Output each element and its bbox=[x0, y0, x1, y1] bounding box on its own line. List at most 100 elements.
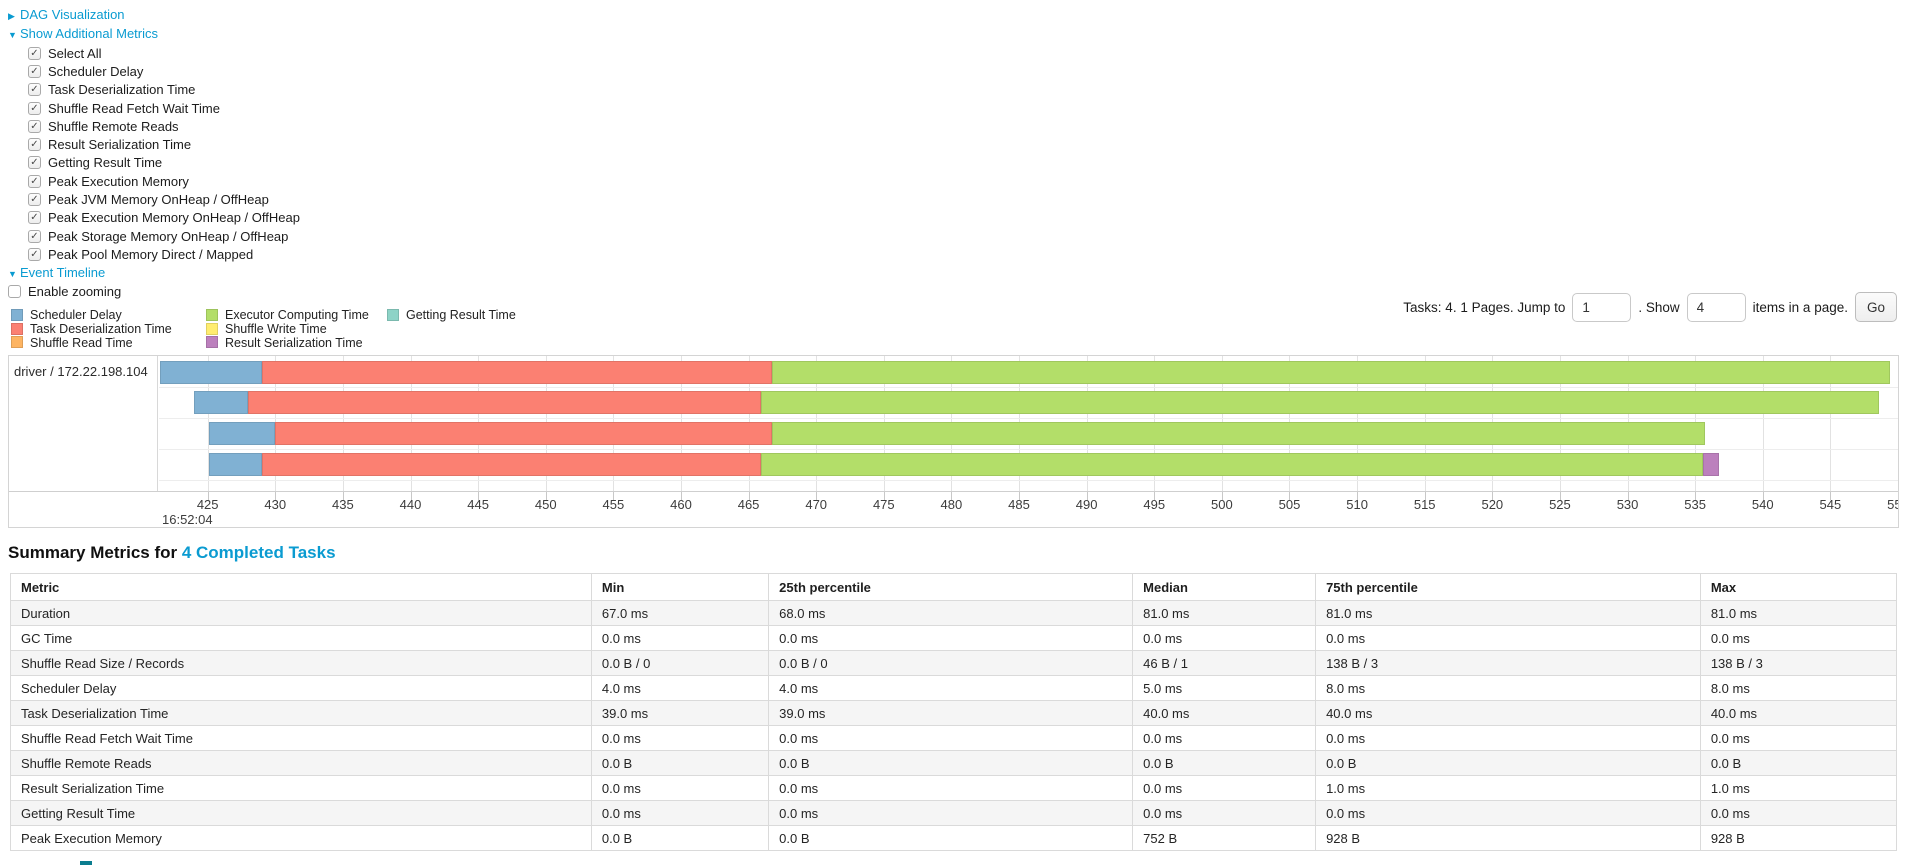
metric-checkbox-label: Peak Execution Memory bbox=[48, 173, 189, 189]
metric-checkbox-peak-execution-memory[interactable]: ✓ bbox=[28, 174, 41, 188]
metric-value-cell: 0.0 ms bbox=[590, 800, 770, 826]
metric-checkbox-task-deserialization-time[interactable]: ✓ bbox=[28, 83, 41, 97]
metric-checkbox-label: Shuffle Remote Reads bbox=[48, 118, 179, 134]
completed-tasks-link[interactable]: 4 Completed Tasks bbox=[181, 543, 336, 562]
legend-column: Scheduler Delay Task Deserialization Time… bbox=[11, 307, 206, 350]
metric-value-cell: 0.0 B bbox=[768, 750, 1134, 776]
table-row: Result Serialization Time 0.0 ms 0.0 ms 0.0… bbox=[10, 775, 1898, 801]
legend-swatch-icon bbox=[206, 322, 218, 335]
metric-value-cell: 81.0 ms bbox=[1699, 600, 1898, 626]
metric-name-cell: Shuffle Read Fetch Wait Time bbox=[10, 725, 592, 751]
timeline-label-column: driver / 172.22.198.104 bbox=[9, 356, 158, 491]
metric-checkbox-label: Peak Pool Memory Direct / Mapped bbox=[48, 246, 254, 262]
task-bar-task-deserialization[interactable] bbox=[275, 422, 772, 445]
show-additional-metrics-link[interactable]: ▼ Show Additional Metrics bbox=[8, 25, 300, 44]
axis-tick-label: 510 bbox=[1346, 497, 1368, 512]
legend-swatch-icon bbox=[206, 308, 218, 321]
axis-tick-label: 535 bbox=[1684, 497, 1707, 512]
metric-name-cell: Duration bbox=[10, 600, 592, 626]
metric-checkbox-peak-storage-memory-onheap-offheap[interactable]: ✓ bbox=[28, 229, 41, 243]
summary-metrics-table: Metric Min 25th percentile Median 75th perce… bbox=[10, 573, 1898, 851]
axis-tick-mark bbox=[1559, 492, 1561, 500]
metric-checkbox-shuffle-read-fetch-wait-time[interactable]: ✓ bbox=[28, 101, 41, 115]
task-bar-executor-computing[interactable] bbox=[771, 361, 1890, 384]
legend-item: Result Serialization Time bbox=[206, 336, 387, 350]
metric-value-cell: 928 B bbox=[1315, 825, 1701, 851]
task-bar-result-serialization[interactable] bbox=[1703, 453, 1720, 476]
legend-label: Task Deserialization Time bbox=[30, 321, 172, 336]
task-bar-scheduler-delay[interactable] bbox=[209, 422, 276, 445]
metric-name-cell: Task Deserialization Time bbox=[10, 700, 592, 726]
task-bar-task-deserialization[interactable] bbox=[261, 453, 761, 476]
metric-checkbox-row: ✓ Peak Storage Memory OnHeap / OffHeap bbox=[28, 227, 300, 245]
column-header-median: Median bbox=[1132, 573, 1317, 601]
axis-tick-mark bbox=[1627, 492, 1629, 500]
enable-zooming-checkbox[interactable] bbox=[8, 285, 21, 299]
metric-value-cell: 0.0 B bbox=[1132, 750, 1317, 776]
metric-checkbox-peak-execution-memory-onheap-offheap[interactable]: ✓ bbox=[28, 211, 41, 225]
event-timeline-label: Event Timeline bbox=[20, 264, 106, 280]
axis-tick-mark bbox=[951, 492, 953, 500]
task-bar-executor-computing[interactable] bbox=[760, 391, 1880, 414]
legend-label: Scheduler Delay bbox=[30, 307, 122, 322]
jump-to-page-input[interactable] bbox=[1572, 292, 1632, 322]
metric-checkbox-scheduler-delay[interactable]: ✓ bbox=[28, 64, 41, 78]
metric-checkbox-peak-jvm-memory-onheap-offheap[interactable]: ✓ bbox=[28, 193, 41, 207]
legend-label: Executor Computing Time bbox=[225, 307, 369, 322]
task-bar-task-deserialization[interactable] bbox=[248, 391, 761, 414]
table-row: GC Time 0.0 ms 0.0 ms 0.0 ms 0.0 ms 0.0 ms bbox=[10, 625, 1898, 651]
axis-tick-mark bbox=[207, 492, 209, 500]
task-bar-task-deserialization[interactable] bbox=[261, 361, 772, 384]
axis-tick-label: 440 bbox=[399, 497, 422, 512]
legend-item: Task Deserialization Time bbox=[11, 322, 206, 336]
axis-tick-label: 480 bbox=[940, 497, 963, 512]
axis-tick-label: 485 bbox=[1008, 497, 1030, 512]
task-bar-scheduler-delay[interactable] bbox=[194, 391, 249, 414]
axis-tick-label: 490 bbox=[1075, 497, 1098, 512]
dag-visualization-label: DAG Visualization bbox=[20, 7, 125, 22]
metric-checkbox-shuffle-remote-reads[interactable]: ✓ bbox=[28, 119, 41, 133]
metric-name-cell: Peak Execution Memory bbox=[10, 825, 592, 851]
metric-value-cell: 0.0 ms bbox=[768, 625, 1134, 651]
metric-checkbox-label: Peak JVM Memory OnHeap / OffHeap bbox=[48, 192, 269, 208]
items-per-page-input[interactable] bbox=[1686, 292, 1746, 322]
timeline-plot-area bbox=[159, 356, 1898, 491]
legend-swatch-icon bbox=[11, 308, 23, 321]
column-header-75th-percentile: 75th percentile bbox=[1315, 573, 1701, 601]
column-header-min: Min bbox=[590, 573, 770, 601]
metric-value-cell: 0.0 B bbox=[590, 825, 770, 851]
axis-tick-label: 495 bbox=[1143, 497, 1166, 512]
axis-tick-mark bbox=[1019, 492, 1021, 500]
legend-swatch-icon bbox=[206, 336, 218, 349]
dag-visualization-link[interactable]: ▶ DAG Visualization bbox=[8, 6, 300, 25]
event-timeline-link[interactable]: ▼ Event Timeline bbox=[8, 264, 300, 283]
metric-checkbox-row: ✓ Scheduler Delay bbox=[28, 62, 300, 80]
legend-item: Shuffle Read Time bbox=[11, 336, 206, 350]
task-bar-executor-computing[interactable] bbox=[771, 422, 1705, 445]
metric-value-cell: 0.0 ms bbox=[1315, 725, 1701, 751]
metric-value-cell: 0.0 B bbox=[768, 825, 1134, 851]
metric-checkbox-result-serialization-time[interactable]: ✓ bbox=[28, 138, 41, 152]
go-button[interactable]: Go bbox=[1854, 292, 1897, 322]
metric-checkbox-getting-result-time[interactable]: ✓ bbox=[28, 156, 41, 170]
metric-checkbox-select-all[interactable]: ✓ bbox=[28, 46, 41, 60]
metric-name-cell: Getting Result Time bbox=[10, 800, 592, 826]
executor-row-label: driver / 172.22.198.104 bbox=[14, 364, 148, 379]
axis-tick-mark bbox=[410, 492, 412, 500]
table-row: Shuffle Read Size / Records 0.0 B / 0 0.0 … bbox=[10, 650, 1898, 676]
column-header-25th-percentile: 25th percentile bbox=[768, 573, 1134, 601]
metric-name-cell: Shuffle Remote Reads bbox=[10, 750, 592, 776]
task-pagination: Tasks: 4. 1 Pages. Jump to . Show items … bbox=[1403, 291, 1897, 323]
event-timeline-chart: driver / 172.22.198.104 16:52:04 425 430 4… bbox=[8, 355, 1899, 528]
metric-value-cell: 0.0 ms bbox=[590, 725, 770, 751]
task-bar-executor-computing[interactable] bbox=[760, 453, 1704, 476]
task-bar-scheduler-delay[interactable] bbox=[209, 453, 262, 476]
metric-name-cell: Result Serialization Time bbox=[10, 775, 592, 801]
task-bar-scheduler-delay[interactable] bbox=[160, 361, 262, 384]
axis-tick-mark bbox=[545, 492, 547, 500]
gridline bbox=[1830, 356, 1832, 491]
metric-checkbox-label: Task Deserialization Time bbox=[48, 82, 196, 98]
metric-name-cell: Shuffle Read Size / Records bbox=[10, 650, 592, 676]
metric-checkbox-peak-pool-memory-direct-mapped[interactable]: ✓ bbox=[28, 247, 41, 261]
